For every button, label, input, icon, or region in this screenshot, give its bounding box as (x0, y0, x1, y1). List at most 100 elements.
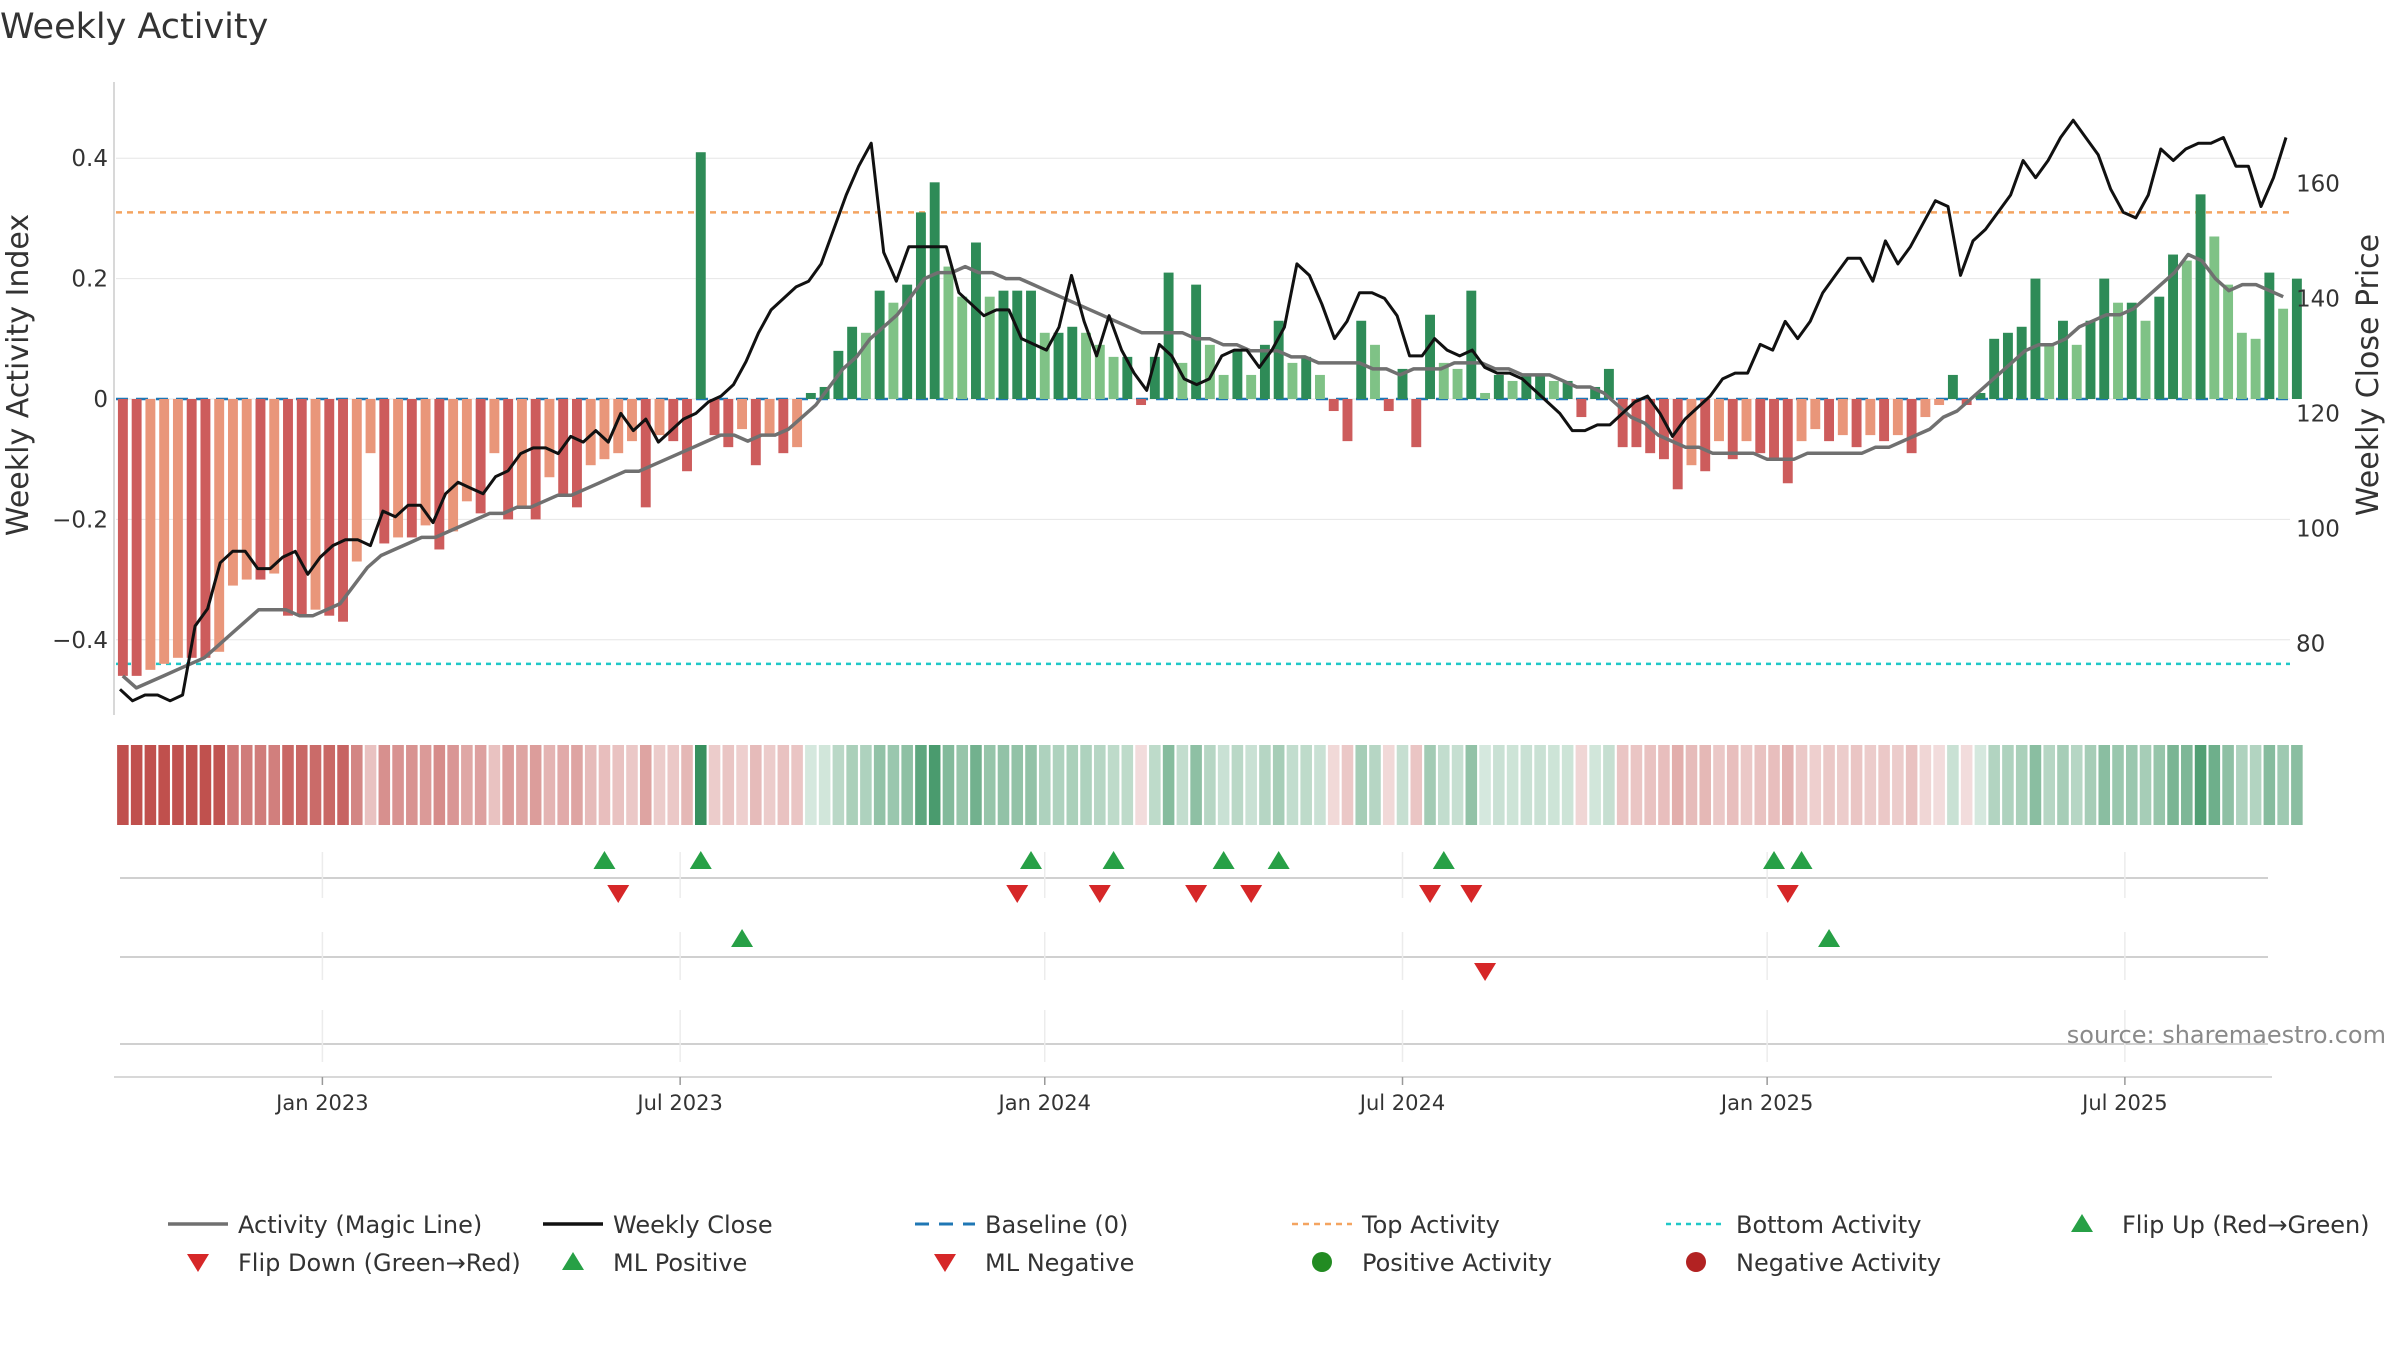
activity-bar (1315, 374, 1325, 399)
legend: Activity (Magic Line) Weekly Close Baselin… (168, 1211, 2370, 1277)
strip-cell (1561, 745, 1574, 825)
activity-bar (668, 399, 679, 442)
activity-bar (2154, 296, 2165, 399)
activity-bar (1617, 399, 1628, 448)
activity-bar (2085, 320, 2096, 399)
strip-cell (873, 745, 886, 825)
strip-cell (1892, 745, 1904, 825)
activity-bar (434, 399, 445, 550)
activity-bar (296, 399, 307, 616)
strip-cell (2263, 745, 2276, 825)
strip-cell (1988, 745, 2000, 825)
flip-down-marker (1006, 885, 1029, 903)
strip-cell (901, 745, 913, 825)
strip-cell (997, 745, 1010, 825)
activity-bar (2030, 278, 2041, 399)
y-right-tick-label: 120 (2296, 401, 2340, 427)
legend-label: Positive Activity (1362, 1249, 1552, 1277)
strip-cell (1575, 745, 1588, 825)
strip-cell (309, 745, 322, 825)
legend-swatch-up-triangle (562, 1252, 584, 1270)
strip-cell (887, 745, 900, 825)
activity-bar (1452, 368, 1463, 399)
strip-cell (708, 745, 721, 825)
activity-bar (1163, 272, 1174, 399)
strip-cell (694, 745, 707, 825)
activity-bar (145, 399, 156, 670)
series-lines (118, 118, 2288, 703)
activity-bar (324, 399, 335, 616)
activity-bar (1686, 399, 1697, 466)
activity-bar (957, 296, 968, 399)
legend-swatch-positive-dot (1312, 1252, 1332, 1272)
flip-up-marker (1790, 851, 1813, 869)
activity-bar (1026, 290, 1036, 399)
strip-cell (2194, 745, 2207, 825)
activity-bar (475, 399, 486, 514)
strip-cell (1740, 745, 1753, 825)
strip-cell (983, 745, 996, 825)
activity-bar (2209, 236, 2220, 399)
strip-cell (1052, 745, 1065, 825)
activity-bar (489, 399, 500, 454)
activity-bar (1039, 332, 1050, 399)
activity-bar (929, 182, 940, 399)
strip-cell (2029, 745, 2042, 825)
activity-bar (2264, 272, 2275, 399)
strip-cell (1589, 745, 1601, 825)
activity-bar (1342, 399, 1353, 442)
strip-cell (2084, 745, 2097, 825)
strip-cell (667, 745, 680, 825)
activity-bar (503, 399, 514, 520)
flip-up-marker (1212, 851, 1235, 869)
activity-bar (1934, 399, 1945, 406)
activity-bar (393, 399, 404, 538)
activity-bar (1370, 344, 1380, 399)
strip-cell (653, 745, 666, 825)
strip-cell (1520, 745, 1533, 825)
right-axis-label: Weekly Close Price (2351, 234, 2386, 516)
activity-bar (1356, 320, 1367, 399)
activity-bar (1989, 338, 2000, 399)
activity-bar (915, 212, 926, 399)
strip-cell (750, 745, 762, 825)
strip-cell (282, 745, 294, 825)
strip-cell (461, 745, 473, 825)
strip-cell (777, 745, 790, 825)
activity-bar (1700, 399, 1711, 472)
activity-bar (1218, 374, 1229, 399)
activity-bar (159, 399, 170, 664)
strip-cell (1245, 745, 1257, 825)
activity-bar (351, 399, 362, 562)
activity-bar (1879, 399, 1890, 442)
activity-bar (1824, 399, 1835, 442)
activity-bar (310, 399, 321, 610)
y-left-tick-label: 0.2 (71, 267, 108, 293)
strip-cell (1080, 745, 1092, 825)
strip-cell (474, 745, 487, 825)
strip-cell (1878, 745, 1890, 825)
activity-bar (186, 399, 197, 658)
flip-up-marker (689, 851, 712, 869)
legend-label: Bottom Activity (1736, 1211, 1921, 1239)
flip-down-marker (607, 885, 630, 903)
activity-bar (1782, 399, 1793, 484)
source-credit: source: sharemaestro.com (2067, 1021, 2386, 1049)
strip-cell (1603, 745, 1615, 825)
strip-cell (185, 745, 198, 825)
activity-bar (1892, 399, 1903, 436)
strip-cell (2043, 745, 2055, 825)
strip-cell (240, 745, 253, 825)
strip-cell (1272, 745, 1285, 825)
strip-cell (1685, 745, 1698, 825)
strip-cell (2222, 745, 2234, 825)
activity-bars (117, 152, 2302, 676)
activity-bar (1906, 399, 1917, 454)
strip-cell (1616, 745, 1629, 825)
activity-bar (1136, 399, 1147, 406)
activity-bar (874, 290, 885, 399)
legend-swatch-down-triangle (187, 1254, 209, 1272)
strip-cell (117, 745, 129, 825)
strip-cell (254, 745, 267, 825)
